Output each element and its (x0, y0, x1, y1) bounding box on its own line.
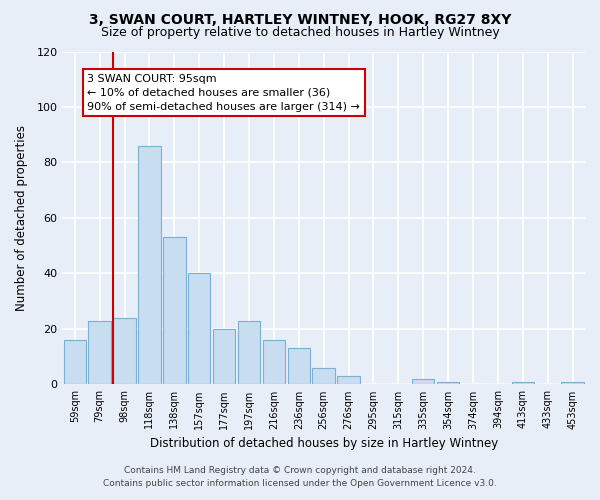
Bar (412, 379, 434, 384)
Bar (88, 320, 111, 384)
Text: 3 SWAN COURT: 95sqm
← 10% of detached houses are smaller (36)
90% of semi-detach: 3 SWAN COURT: 95sqm ← 10% of detached ho… (87, 74, 360, 112)
Y-axis label: Number of detached properties: Number of detached properties (15, 125, 28, 311)
Bar (238, 320, 260, 384)
Bar (337, 376, 360, 384)
Bar (138, 146, 161, 384)
Bar (437, 382, 460, 384)
Bar (64, 340, 86, 384)
Bar (562, 382, 584, 384)
Bar (188, 274, 211, 384)
Bar (163, 238, 185, 384)
Text: Size of property relative to detached houses in Hartley Wintney: Size of property relative to detached ho… (101, 26, 499, 39)
Bar (263, 340, 285, 384)
X-axis label: Distribution of detached houses by size in Hartley Wintney: Distribution of detached houses by size … (149, 437, 498, 450)
Bar (287, 348, 310, 384)
Bar (113, 318, 136, 384)
Bar (313, 368, 335, 384)
Text: 3, SWAN COURT, HARTLEY WINTNEY, HOOK, RG27 8XY: 3, SWAN COURT, HARTLEY WINTNEY, HOOK, RG… (89, 12, 511, 26)
Bar (213, 329, 235, 384)
Bar (512, 382, 534, 384)
Text: Contains HM Land Registry data © Crown copyright and database right 2024.
Contai: Contains HM Land Registry data © Crown c… (103, 466, 497, 487)
